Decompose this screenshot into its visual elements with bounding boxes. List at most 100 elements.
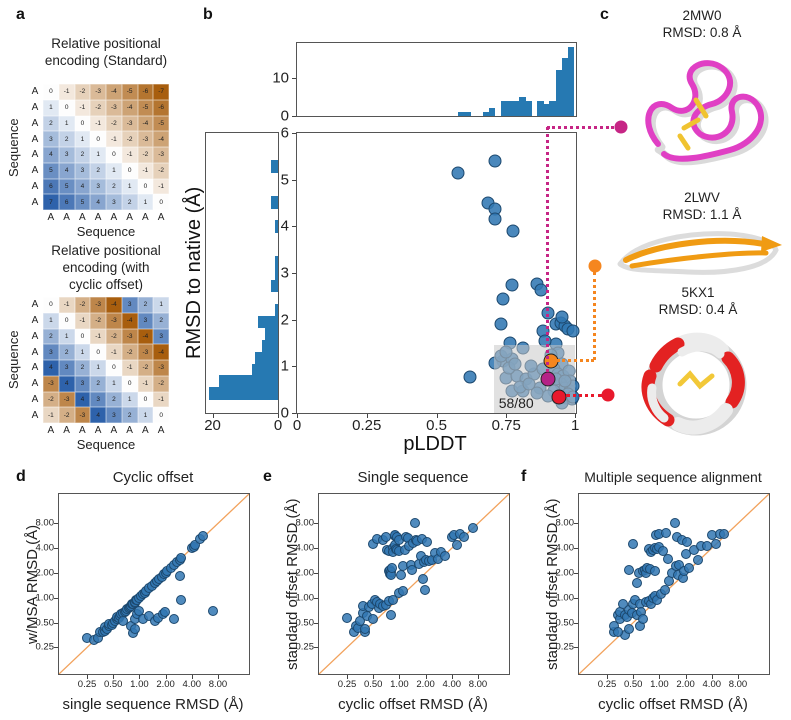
scatter-point — [467, 523, 478, 534]
heatmap-cell: 1 — [121, 391, 138, 408]
structure-2mw0-rmsd: RMSD: 0.8 Å — [662, 25, 742, 40]
heatmap-cell: 2 — [43, 328, 59, 345]
tick-mark — [574, 523, 578, 525]
structure-5kx1-id: 5KX1 — [681, 285, 715, 300]
tick-mark — [737, 675, 739, 679]
plddt-rmsd-scatter: 58/80 0 0.25 0.5 0.75 1 0 1 2 3 4 5 6 — [281, 125, 580, 434]
scatter-point — [175, 552, 186, 563]
hist-bar — [561, 58, 569, 116]
heatmap-cell: -3 — [106, 312, 122, 329]
tick-mark — [574, 597, 578, 599]
tick-label: 4.00 — [442, 679, 462, 690]
tick-mark — [278, 414, 279, 418]
tick-label: 1.00 — [295, 592, 315, 604]
heatmap-cell: 1 — [90, 360, 106, 376]
tick-mark — [574, 573, 578, 575]
tick-mark — [347, 675, 349, 679]
tick-label: 1.00 — [35, 592, 55, 604]
scatter-point — [496, 292, 510, 306]
tick-label: 8.00 — [295, 517, 315, 529]
connector-dot-5KX1-connector — [601, 388, 615, 402]
scatter-point — [628, 539, 639, 549]
col-tick-label: A — [126, 212, 133, 223]
heatmap-cell: 2 — [90, 375, 106, 392]
scatter-point — [198, 531, 209, 542]
scatter-point — [617, 598, 628, 609]
tick-mark — [217, 675, 219, 679]
scatter-point — [175, 594, 186, 605]
heatmap-cell: -4 — [137, 328, 154, 345]
heatmap-cell: -1 — [121, 360, 138, 376]
tick-label: 0.50 — [363, 679, 383, 690]
tick-mark — [212, 414, 214, 418]
panel-e-xlabel: cyclic offset RMSD (Å) — [338, 696, 488, 713]
panel-f-xlabel: cyclic offset RMSD (Å) — [598, 696, 748, 713]
tick-label: 0.50 — [555, 617, 575, 629]
heatmap-cell: 4 — [90, 407, 106, 423]
tick-mark — [292, 366, 296, 368]
scatter-point — [169, 614, 180, 625]
row-tick-label: A — [31, 299, 39, 311]
hist-bar — [209, 387, 278, 400]
tick-label: 8.00 — [555, 517, 575, 529]
scatter-point — [458, 531, 469, 542]
scatter-point — [385, 609, 396, 620]
hist-bar — [543, 104, 551, 116]
highlight-box: 58/80 — [493, 345, 576, 413]
heatmap-cell: -4 — [121, 99, 138, 116]
hist-bar — [251, 363, 278, 377]
scatter-point — [555, 310, 569, 324]
heatmap-cell: -4 — [153, 344, 169, 360]
tick-mark — [314, 597, 318, 599]
heatmap-standard: 0 -1 -2 -3 -4 -5 -6 -7 1 0 -1 -2 -3 -4 -5 -6 2 1 0 -1 -2 -3 -4… — [43, 84, 169, 210]
tick-label: 0 — [273, 417, 283, 434]
heatmap-cell: 6 — [58, 194, 75, 210]
heatmap-cell: -3 — [43, 375, 59, 392]
highlight-box-label: 58/80 — [498, 394, 534, 411]
tick-mark — [574, 622, 578, 624]
heatmap-cell: 5 — [58, 178, 75, 195]
heatmap-cell: -2 — [153, 162, 169, 179]
hist-bar — [274, 220, 278, 233]
heatmap-cell: -3 — [121, 328, 138, 345]
heatmap-cell: 1 — [43, 312, 59, 329]
scatter-point — [488, 212, 502, 226]
heatmap-cell: -5 — [137, 99, 154, 116]
structure-2lwv-id: 2LWV — [684, 190, 720, 205]
scatter-point — [463, 370, 477, 384]
scatter-point — [566, 324, 580, 338]
heatmap-cell: -1 — [106, 344, 122, 360]
heatmap-cell: 1 — [90, 147, 106, 163]
heatmap-cell: 2 — [74, 360, 91, 376]
connector-line-2LWV-connector — [593, 272, 596, 360]
tick-label: 2.00 — [156, 679, 175, 690]
hist-bar — [488, 108, 496, 116]
heatmap-cell: 0 — [74, 115, 91, 132]
heatmap-cell: 3 — [106, 407, 122, 423]
tick-label: 2 — [280, 311, 289, 329]
heatmap-cell: 1 — [153, 297, 169, 313]
heatmap-cell: -4 — [153, 131, 169, 147]
tick-mark — [113, 675, 115, 679]
heatmap-cell: -1 — [106, 131, 122, 147]
tick-mark — [506, 414, 508, 418]
tick-label: 20 — [204, 417, 221, 434]
heatmap-cell: 3 — [153, 328, 169, 345]
tick-mark — [292, 116, 296, 117]
row-tick-label: A — [31, 315, 39, 327]
col-tick-label: A — [110, 425, 118, 436]
heatmap-cell: 2 — [90, 162, 106, 179]
5KX1-point — [551, 389, 567, 405]
scatter-point — [398, 586, 408, 597]
heatmap-cell: 4 — [74, 391, 91, 408]
scatter-point — [624, 564, 635, 575]
heatmap-cell: 0 — [90, 344, 106, 360]
heatmap-cell: -2 — [121, 131, 138, 147]
scatter-point — [386, 563, 397, 574]
tick-label: 6 — [280, 124, 289, 142]
tick-label: 1 — [570, 417, 580, 434]
heatmap-cell: 4 — [58, 162, 75, 179]
heatmap-cell: -4 — [121, 312, 138, 329]
tick-mark — [87, 675, 89, 679]
heatmap-cell: -2 — [106, 115, 122, 132]
